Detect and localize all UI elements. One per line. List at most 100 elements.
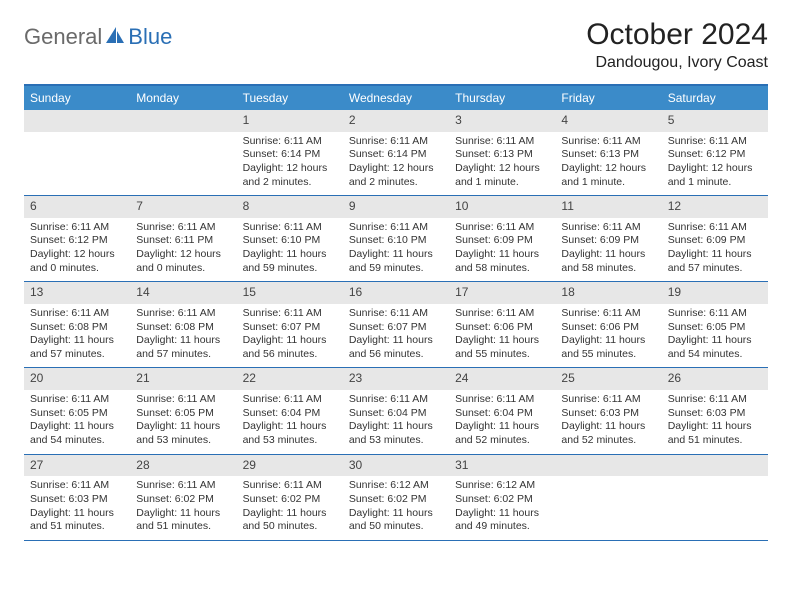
day-number: 13: [24, 282, 130, 304]
sunset-text: Sunset: 6:09 PM: [455, 234, 549, 248]
daylight-text: Daylight: 11 hours and 55 minutes.: [455, 334, 549, 361]
day-cell: 20Sunrise: 6:11 AMSunset: 6:05 PMDayligh…: [24, 368, 130, 453]
sunrise-text: Sunrise: 6:11 AM: [243, 135, 337, 149]
logo: General Blue: [24, 18, 172, 50]
daylight-text: Daylight: 11 hours and 57 minutes.: [30, 334, 124, 361]
daylight-text: Daylight: 12 hours and 1 minute.: [455, 162, 549, 189]
daylight-text: Daylight: 11 hours and 58 minutes.: [561, 248, 655, 275]
sunrise-text: Sunrise: 6:11 AM: [668, 135, 762, 149]
day-body: Sunrise: 6:11 AMSunset: 6:05 PMDaylight:…: [662, 304, 768, 368]
day-number: [24, 110, 130, 132]
day-body: Sunrise: 6:11 AMSunset: 6:09 PMDaylight:…: [555, 218, 661, 282]
day-number: 29: [237, 455, 343, 477]
day-cell: 22Sunrise: 6:11 AMSunset: 6:04 PMDayligh…: [237, 368, 343, 453]
day-cell: 29Sunrise: 6:11 AMSunset: 6:02 PMDayligh…: [237, 455, 343, 540]
sunset-text: Sunset: 6:13 PM: [561, 148, 655, 162]
daylight-text: Daylight: 11 hours and 53 minutes.: [136, 420, 230, 447]
daylight-text: Daylight: 11 hours and 57 minutes.: [668, 248, 762, 275]
day-cell: 19Sunrise: 6:11 AMSunset: 6:05 PMDayligh…: [662, 282, 768, 367]
sunset-text: Sunset: 6:04 PM: [243, 407, 337, 421]
sunrise-text: Sunrise: 6:11 AM: [455, 307, 549, 321]
sunset-text: Sunset: 6:03 PM: [30, 493, 124, 507]
day-body: Sunrise: 6:11 AMSunset: 6:02 PMDaylight:…: [237, 476, 343, 540]
day-body: Sunrise: 6:11 AMSunset: 6:10 PMDaylight:…: [343, 218, 449, 282]
day-number: 6: [24, 196, 130, 218]
week-row: 6Sunrise: 6:11 AMSunset: 6:12 PMDaylight…: [24, 196, 768, 282]
day-number: 23: [343, 368, 449, 390]
sunrise-text: Sunrise: 6:11 AM: [136, 307, 230, 321]
daylight-text: Daylight: 12 hours and 0 minutes.: [136, 248, 230, 275]
day-number: 21: [130, 368, 236, 390]
day-number: 10: [449, 196, 555, 218]
day-body: Sunrise: 6:11 AMSunset: 6:05 PMDaylight:…: [130, 390, 236, 454]
day-cell: 25Sunrise: 6:11 AMSunset: 6:03 PMDayligh…: [555, 368, 661, 453]
day-body: Sunrise: 6:11 AMSunset: 6:08 PMDaylight:…: [130, 304, 236, 368]
daylight-text: Daylight: 11 hours and 53 minutes.: [243, 420, 337, 447]
day-body: Sunrise: 6:12 AMSunset: 6:02 PMDaylight:…: [343, 476, 449, 540]
day-body: Sunrise: 6:11 AMSunset: 6:05 PMDaylight:…: [24, 390, 130, 454]
dayhead: Friday: [555, 86, 661, 110]
day-cell: 12Sunrise: 6:11 AMSunset: 6:09 PMDayligh…: [662, 196, 768, 281]
day-body: Sunrise: 6:11 AMSunset: 6:09 PMDaylight:…: [662, 218, 768, 282]
daylight-text: Daylight: 11 hours and 50 minutes.: [243, 507, 337, 534]
day-body: Sunrise: 6:11 AMSunset: 6:12 PMDaylight:…: [662, 132, 768, 196]
calendar: SundayMondayTuesdayWednesdayThursdayFrid…: [24, 84, 768, 541]
sunset-text: Sunset: 6:11 PM: [136, 234, 230, 248]
sunset-text: Sunset: 6:03 PM: [561, 407, 655, 421]
sunrise-text: Sunrise: 6:11 AM: [561, 221, 655, 235]
day-number: 3: [449, 110, 555, 132]
day-cell: 4Sunrise: 6:11 AMSunset: 6:13 PMDaylight…: [555, 110, 661, 195]
day-cell: 27Sunrise: 6:11 AMSunset: 6:03 PMDayligh…: [24, 455, 130, 540]
sunset-text: Sunset: 6:05 PM: [668, 321, 762, 335]
day-number: 9: [343, 196, 449, 218]
header: General Blue October 2024 Dandougou, Ivo…: [24, 18, 768, 72]
page-title: October 2024: [586, 18, 768, 52]
day-number: 17: [449, 282, 555, 304]
sunrise-text: Sunrise: 6:11 AM: [30, 307, 124, 321]
calendar-page: General Blue October 2024 Dandougou, Ivo…: [0, 0, 792, 541]
sunrise-text: Sunrise: 6:11 AM: [561, 393, 655, 407]
day-body: [24, 132, 130, 141]
sunset-text: Sunset: 6:14 PM: [349, 148, 443, 162]
day-cell: [130, 110, 236, 195]
day-cell: [24, 110, 130, 195]
daylight-text: Daylight: 11 hours and 49 minutes.: [455, 507, 549, 534]
sunset-text: Sunset: 6:05 PM: [30, 407, 124, 421]
day-cell: 14Sunrise: 6:11 AMSunset: 6:08 PMDayligh…: [130, 282, 236, 367]
day-number: 22: [237, 368, 343, 390]
day-body: Sunrise: 6:11 AMSunset: 6:04 PMDaylight:…: [343, 390, 449, 454]
day-body: Sunrise: 6:11 AMSunset: 6:04 PMDaylight:…: [449, 390, 555, 454]
sunset-text: Sunset: 6:09 PM: [668, 234, 762, 248]
day-number: 20: [24, 368, 130, 390]
day-cell: 11Sunrise: 6:11 AMSunset: 6:09 PMDayligh…: [555, 196, 661, 281]
day-cell: 24Sunrise: 6:11 AMSunset: 6:04 PMDayligh…: [449, 368, 555, 453]
day-number: 4: [555, 110, 661, 132]
day-cell: 26Sunrise: 6:11 AMSunset: 6:03 PMDayligh…: [662, 368, 768, 453]
week-row: 13Sunrise: 6:11 AMSunset: 6:08 PMDayligh…: [24, 282, 768, 368]
day-number: 1: [237, 110, 343, 132]
dayhead: Tuesday: [237, 86, 343, 110]
day-cell: 17Sunrise: 6:11 AMSunset: 6:06 PMDayligh…: [449, 282, 555, 367]
sunset-text: Sunset: 6:12 PM: [668, 148, 762, 162]
dayhead: Saturday: [662, 86, 768, 110]
sunset-text: Sunset: 6:08 PM: [30, 321, 124, 335]
day-number: 30: [343, 455, 449, 477]
day-number: [130, 110, 236, 132]
sunrise-text: Sunrise: 6:11 AM: [30, 393, 124, 407]
day-cell: 5Sunrise: 6:11 AMSunset: 6:12 PMDaylight…: [662, 110, 768, 195]
day-number: 5: [662, 110, 768, 132]
sunrise-text: Sunrise: 6:11 AM: [349, 135, 443, 149]
day-body: Sunrise: 6:11 AMSunset: 6:10 PMDaylight:…: [237, 218, 343, 282]
day-cell: 10Sunrise: 6:11 AMSunset: 6:09 PMDayligh…: [449, 196, 555, 281]
daylight-text: Daylight: 11 hours and 54 minutes.: [30, 420, 124, 447]
sunset-text: Sunset: 6:04 PM: [455, 407, 549, 421]
day-body: [555, 476, 661, 485]
daylight-text: Daylight: 11 hours and 52 minutes.: [561, 420, 655, 447]
sunset-text: Sunset: 6:02 PM: [136, 493, 230, 507]
sunset-text: Sunset: 6:05 PM: [136, 407, 230, 421]
day-body: Sunrise: 6:11 AMSunset: 6:07 PMDaylight:…: [237, 304, 343, 368]
sunset-text: Sunset: 6:07 PM: [349, 321, 443, 335]
day-number: 27: [24, 455, 130, 477]
sunrise-text: Sunrise: 6:11 AM: [30, 221, 124, 235]
weeks-container: 1Sunrise: 6:11 AMSunset: 6:14 PMDaylight…: [24, 110, 768, 541]
